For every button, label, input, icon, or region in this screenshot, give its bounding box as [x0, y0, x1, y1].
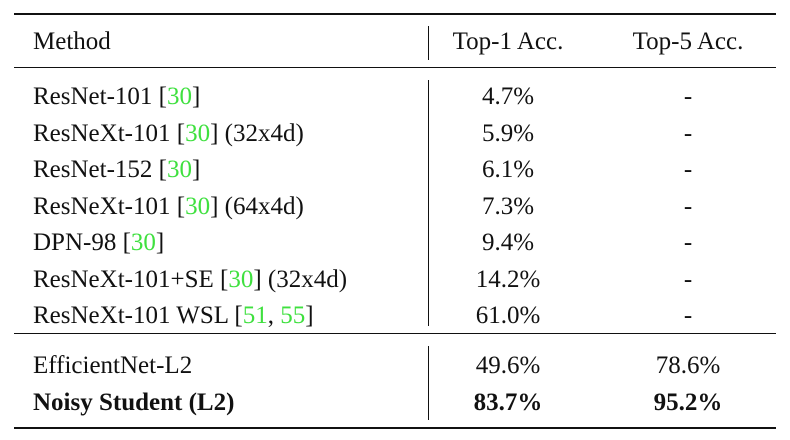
top1-cell: 83.7%: [473, 388, 543, 416]
citation: 30: [185, 119, 211, 147]
citation: 30: [167, 83, 192, 110]
top5-cell: 95.2%: [653, 388, 723, 416]
citation: 30: [167, 156, 192, 183]
method-cell: DPN-98 [30]: [33, 228, 164, 258]
top1-cell: 6.1%: [481, 156, 535, 183]
top5-cell: -: [683, 229, 693, 256]
method-text: ] (32x4d): [210, 119, 304, 147]
header-method: Method: [33, 28, 111, 55]
method-text: Noisy Student (L2): [33, 388, 235, 416]
top5-cell: -: [683, 265, 693, 293]
top5-cell: -: [683, 302, 693, 329]
method-text: ] (64x4d): [210, 192, 304, 220]
top1-cell: 5.9%: [481, 119, 535, 147]
method-text: ]: [305, 302, 314, 329]
method-text: ResNeXt-101+SE [: [33, 265, 229, 293]
citation: 30: [228, 265, 254, 293]
top1-cell: 14.2%: [475, 265, 541, 293]
method-cell: ResNeXt-101 [30] (64x4d): [33, 192, 304, 222]
citation: 30: [130, 229, 156, 256]
method-text: ]: [192, 83, 201, 110]
top1-cell: 4.7%: [481, 83, 535, 110]
top5-cell: 78.6%: [655, 352, 721, 379]
top1-cell: 9.4%: [481, 229, 535, 256]
method-cell: ResNet-152 [30]: [33, 155, 200, 185]
group-rule: [14, 333, 776, 334]
top1-cell: 7.3%: [481, 192, 535, 220]
method-cell: ResNeXt-101 [30] (32x4d): [33, 119, 304, 149]
column-divider: [428, 80, 429, 326]
method-text: ResNeXt-101 [: [33, 192, 186, 220]
method-cell: ResNeXt-101+SE [30] (32x4d): [33, 265, 347, 295]
top1-cell: 49.6%: [475, 352, 541, 379]
citation: 55: [280, 302, 306, 329]
top5-cell: -: [683, 156, 693, 183]
top5-cell: -: [683, 83, 693, 110]
column-divider: [428, 26, 429, 60]
header-top5: Top-5 Acc.: [632, 28, 744, 55]
citation: 51: [242, 302, 268, 329]
top-rule: [14, 13, 776, 15]
top5-cell: -: [683, 192, 693, 220]
method-text: ResNeXt-101 WSL [: [33, 302, 243, 329]
top5-cell: -: [683, 119, 693, 147]
method-cell: EfficientNet-L2: [33, 351, 192, 381]
method-text: ] (32x4d): [253, 265, 348, 293]
method-text: ]: [192, 156, 201, 183]
citation: 30: [185, 192, 211, 220]
top1-cell: 61.0%: [475, 302, 541, 329]
header-top1: Top-1 Acc.: [452, 28, 564, 55]
header-rule: [14, 67, 776, 68]
method-cell: ResNet-101 [30]: [33, 82, 200, 112]
method-text: EfficientNet-L2: [33, 352, 193, 379]
method-cell: ResNeXt-101 WSL [51, 55]: [33, 301, 314, 331]
method-text: ResNeXt-101 [: [33, 119, 186, 147]
method-text: ResNet-152 [: [33, 156, 167, 183]
column-divider: [428, 346, 429, 420]
method-text: ResNet-101 [: [33, 83, 167, 110]
bottom-rule: [14, 427, 776, 429]
method-text: ,: [267, 302, 281, 329]
method-text: DPN-98 [: [33, 229, 131, 256]
method-cell: Noisy Student (L2): [33, 388, 234, 418]
method-text: ]: [155, 229, 165, 256]
